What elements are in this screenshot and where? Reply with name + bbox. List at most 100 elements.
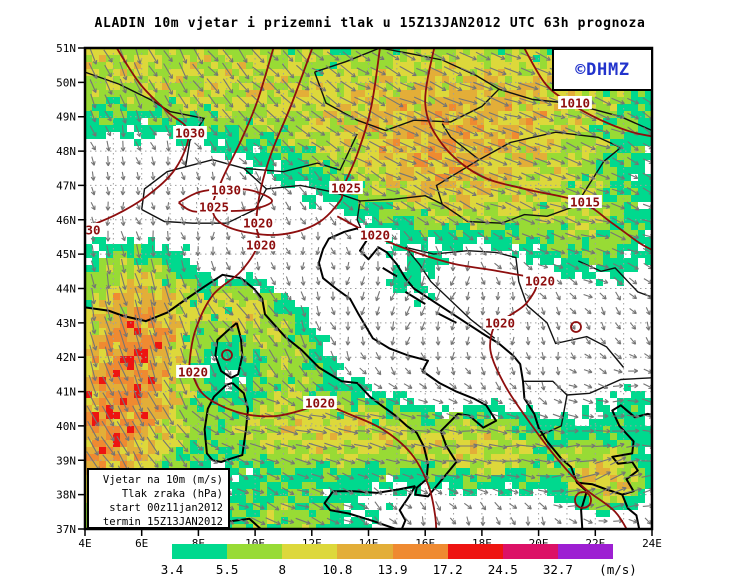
colorbar-label: 3.4 xyxy=(160,562,184,577)
lat-tick-label: 51N xyxy=(56,42,76,55)
isobar-label: 1020 xyxy=(525,274,555,289)
isobar-label: 1025 xyxy=(331,181,361,196)
wind-speed-fill xyxy=(85,104,547,468)
colorbar-segment xyxy=(392,544,448,559)
lat-tick-label: 45N xyxy=(56,248,76,261)
map-layers xyxy=(85,48,652,529)
isobar-label-bg xyxy=(483,316,517,329)
country-border xyxy=(538,394,568,437)
coastline xyxy=(436,311,457,324)
lat-tick-label: 42N xyxy=(56,351,76,364)
lat-tick-label: 43N xyxy=(56,317,76,330)
country-border xyxy=(405,246,625,368)
colorbar-segment xyxy=(502,544,558,559)
wind-speed-fill xyxy=(85,321,162,454)
isobar-label: 1020 xyxy=(360,228,390,243)
lat-tick-label: 50N xyxy=(56,76,76,89)
lat-tick-label: 44N xyxy=(56,283,76,296)
country-border xyxy=(243,133,358,173)
coastline xyxy=(214,322,244,379)
lat-tick-label: 39N xyxy=(56,454,76,467)
map-title: ALADIN 10m vjetar i prizemni tlak u 15Z1… xyxy=(94,16,646,31)
isobar xyxy=(211,48,381,236)
isobar-label: 1020 xyxy=(305,396,335,411)
colorbar-label: 5.5 xyxy=(215,562,239,577)
colorbar-segment xyxy=(337,544,393,559)
isobar xyxy=(424,48,652,251)
isobar-label: 1030 xyxy=(175,126,205,141)
colorbar-label: 24.5 xyxy=(487,562,518,577)
isobar-label-bg xyxy=(173,126,207,139)
colorbar-label: 10.8 xyxy=(322,562,353,577)
lat-tick-label: 47N xyxy=(56,179,76,192)
colorbar-label: 32.7 xyxy=(542,562,573,577)
wind-speed-colorbar xyxy=(172,544,613,559)
isobar-label-bg xyxy=(303,396,337,409)
colorbar-segment xyxy=(557,544,613,559)
colorbar-unit: (m/s) xyxy=(599,562,637,577)
lat-tick-label: 41N xyxy=(56,386,76,399)
colorbar-label: 8 xyxy=(278,562,287,577)
isobar-label-bg xyxy=(244,238,278,251)
isobar-label-bg xyxy=(176,365,210,378)
isobar-closed-contour xyxy=(574,491,592,509)
copyright-box: ©DHMZ xyxy=(552,48,653,91)
colorbar-segment xyxy=(282,544,338,559)
isobar xyxy=(523,48,652,138)
country-border xyxy=(523,377,652,396)
wind-arrows xyxy=(86,48,652,528)
colorbar-segment xyxy=(227,544,283,559)
axis-ticks xyxy=(78,47,653,536)
info-box: Vjetar na 10m (m/s) Tlak zraka (hPa) start… xyxy=(87,468,230,529)
graticule xyxy=(85,48,652,529)
isobar-label: 1020 xyxy=(178,365,208,380)
colorbar-segment xyxy=(172,544,228,559)
country-border xyxy=(85,71,206,167)
lon-tick-label: 4E xyxy=(78,537,91,550)
isobar-label: 1025 xyxy=(199,200,229,215)
lat-tick-label: 46N xyxy=(56,214,76,227)
colorbar-segment xyxy=(447,544,503,559)
colorbar-label: 17.2 xyxy=(432,562,463,577)
isobar-label-bg xyxy=(568,195,602,208)
coastline xyxy=(323,485,417,529)
isobar-label: 1015 xyxy=(570,195,600,210)
info-line: Tlak zraka (hPa) xyxy=(121,488,223,500)
isobar-label-bg xyxy=(329,181,363,194)
isobar-label: 30 xyxy=(85,223,100,238)
coastline xyxy=(85,227,498,498)
isobar-label-bg xyxy=(358,228,392,241)
isobar-label-bg xyxy=(523,274,557,287)
isobar xyxy=(85,48,190,229)
isobar-label: 1010 xyxy=(560,96,590,111)
lat-tick-label: 48N xyxy=(56,145,76,158)
copyright-text: ©DHMZ xyxy=(575,59,630,80)
info-line: start 00z11jan2012 xyxy=(109,502,223,514)
isobar-label: 1030 xyxy=(211,183,241,198)
coastline xyxy=(359,232,641,529)
info-line: termin 15Z13JAN2012 xyxy=(102,516,223,528)
isobar-closed-contour xyxy=(570,321,582,333)
country-border xyxy=(404,246,496,339)
lat-tick-label: 40N xyxy=(56,420,76,433)
lat-tick-label: 38N xyxy=(56,489,76,502)
isobar xyxy=(188,48,438,529)
isobar-label: 1020 xyxy=(485,316,515,331)
lon-tick-label: 6E xyxy=(135,537,148,550)
isobar-label-bg xyxy=(83,223,103,236)
lon-tick-label: 24E xyxy=(642,537,662,550)
isobar-label: 1020 xyxy=(246,238,276,253)
info-line: Vjetar na 10m (m/s) xyxy=(102,474,223,486)
colorbar-label: 13.9 xyxy=(377,562,408,577)
isobar-closed-contour xyxy=(221,349,233,361)
isobar-label-bg xyxy=(209,183,243,196)
coastline xyxy=(382,267,398,278)
isobar-label: 1020 xyxy=(243,216,273,231)
isobar-label-bg xyxy=(241,216,275,229)
isobar-label-bg xyxy=(197,200,231,213)
lat-tick-label: 49N xyxy=(56,111,76,124)
isobar-label-bg xyxy=(558,96,592,109)
lat-tick-label: 37N xyxy=(56,523,76,536)
